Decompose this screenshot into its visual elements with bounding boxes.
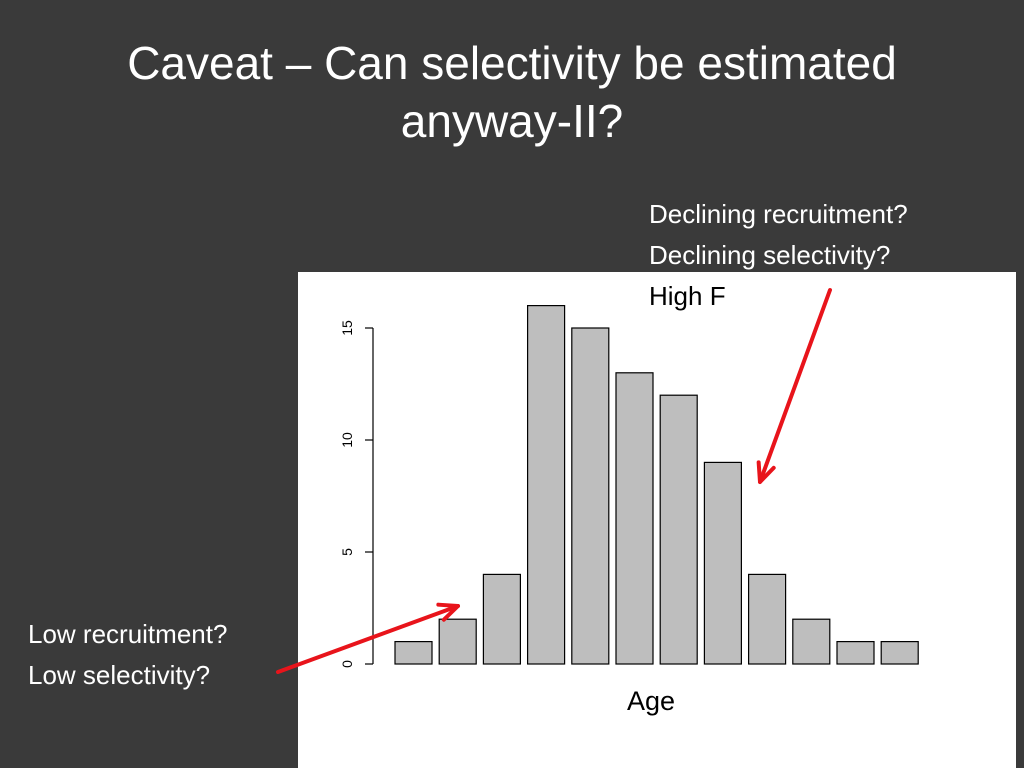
slide-title: Caveat – Can selectivity be estimated an… (40, 34, 984, 150)
bar-11 (836, 640, 875, 665)
bar-8 (703, 461, 743, 665)
plot-panel (298, 272, 1016, 768)
callout-declining-line-1: Declining recruitment? (649, 199, 908, 229)
callout-declining: Declining recruitment? Declining selecti… (649, 194, 908, 317)
callout-low: Low recruitment? Low selectivity? (28, 614, 227, 696)
y-tick-label-0: 0 (339, 660, 355, 668)
callout-declining-line-2: Declining selectivity? (649, 240, 891, 270)
callout-low-line-1: Low recruitment? (28, 619, 228, 649)
bar-6 (615, 372, 654, 665)
callout-low-line-2: Low selectivity? (28, 660, 211, 690)
title-line-1: Caveat – Can selectivity be estimated (127, 37, 897, 89)
title-line-2: anyway-II? (400, 95, 624, 147)
bar-7 (659, 394, 698, 665)
bar-10 (792, 618, 831, 665)
bar-12 (880, 640, 919, 665)
callout-declining-line-3: High F (649, 281, 726, 311)
bar-4 (526, 305, 566, 665)
bar-2 (438, 618, 477, 665)
bar-1 (394, 640, 433, 665)
bar-3 (482, 573, 521, 665)
bar-5 (571, 327, 610, 665)
y-tick-label-10: 10 (339, 432, 355, 448)
x-axis-label: Age (627, 686, 675, 716)
y-tick-label-15: 15 (339, 320, 355, 336)
bar-9 (747, 573, 787, 665)
y-tick-label-5: 5 (339, 548, 355, 556)
